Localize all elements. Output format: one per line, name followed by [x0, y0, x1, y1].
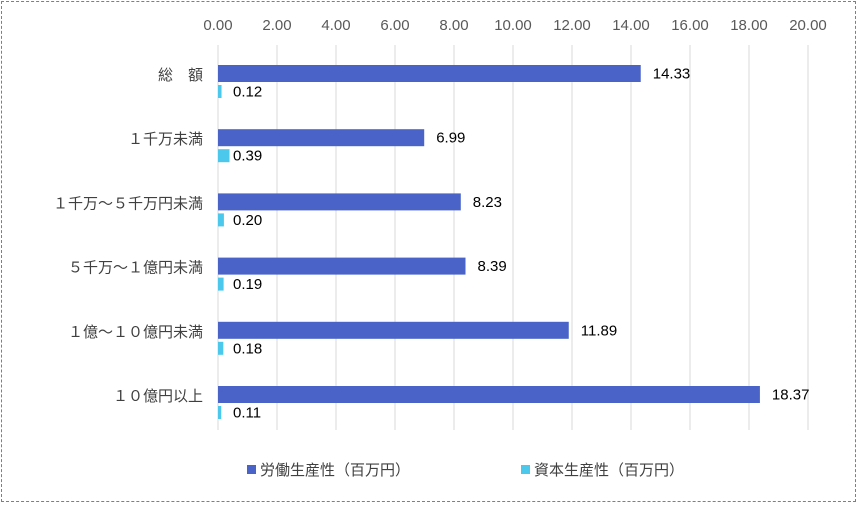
x-tick-label: 10.00: [494, 17, 532, 34]
bar-labor-productivity: [218, 386, 760, 403]
gridlines: [217, 45, 809, 430]
bar-capital-productivity: [218, 277, 224, 291]
category-label: １千万未満: [128, 130, 203, 148]
bar-labor-productivity: [218, 321, 569, 339]
bar-capital-productivity: [218, 213, 224, 227]
data-label: 0.39: [233, 148, 262, 165]
x-tick-label: 18.00: [730, 17, 768, 34]
x-tick-label: 14.00: [612, 17, 650, 34]
category-label: １億～１０億円未満: [68, 323, 203, 341]
bar-labor-productivity: [218, 193, 461, 211]
bar-capital-productivity: [218, 149, 230, 163]
category-labels: 総 額 １千万未満 １千万～５千万円未満 ５千万～１億円未満 １億～１０億円未満 １０億円…: [53, 66, 203, 405]
bars: [218, 65, 760, 419]
data-label: 8.39: [478, 258, 507, 275]
data-label: 0.19: [233, 276, 262, 293]
x-tick-label: 20.00: [789, 17, 827, 34]
x-tick-label: 0.00: [203, 17, 232, 34]
bar-labor-productivity: [218, 129, 425, 147]
data-label: 0.12: [233, 84, 262, 101]
legend-label: 資本生産性（百万円）: [534, 461, 684, 479]
data-label: 11.89: [581, 322, 617, 339]
data-label: 0.11: [233, 405, 261, 422]
bar-labor-productivity: [218, 65, 641, 82]
x-tick-label: 4.00: [321, 17, 350, 34]
data-label: 6.99: [436, 130, 465, 147]
data-labels: 14.33 0.12 6.99 0.39 8.23 0.20 8.39 0.19 11.89 0.…: [233, 66, 809, 422]
bar-labor-productivity: [218, 257, 466, 275]
data-label: 18.37: [772, 387, 810, 404]
data-label: 14.33: [653, 66, 691, 83]
x-tick-label: 2.00: [262, 17, 291, 34]
data-label: 8.23: [473, 194, 502, 211]
category-label: １０億円以上: [113, 387, 203, 405]
category-label: 総 額: [158, 66, 203, 84]
legend-swatch: [521, 465, 530, 474]
bar-capital-productivity: [218, 406, 222, 419]
x-tick-label: 8.00: [439, 17, 468, 34]
legend-label: 労働生産性（百万円）: [260, 461, 410, 479]
bar-capital-productivity: [218, 341, 224, 355]
x-tick-label: 6.00: [380, 17, 409, 34]
category-label: １千万～５千万円未満: [53, 194, 203, 212]
bar-capital-productivity: [218, 85, 222, 98]
data-label: 0.18: [233, 340, 262, 357]
x-tick-label: 12.00: [553, 17, 591, 34]
data-label: 0.20: [233, 212, 262, 229]
legend-swatch: [247, 465, 256, 474]
x-axis-ticks: 0.00 2.00 4.00 6.00 8.00 10.00 12.00 14.00 16.00…: [203, 17, 826, 34]
legend: 労働生産性（百万円） 資本生産性（百万円）: [247, 461, 684, 479]
x-tick-label: 16.00: [671, 17, 709, 34]
category-label: ５千万～１億円未満: [68, 259, 203, 277]
